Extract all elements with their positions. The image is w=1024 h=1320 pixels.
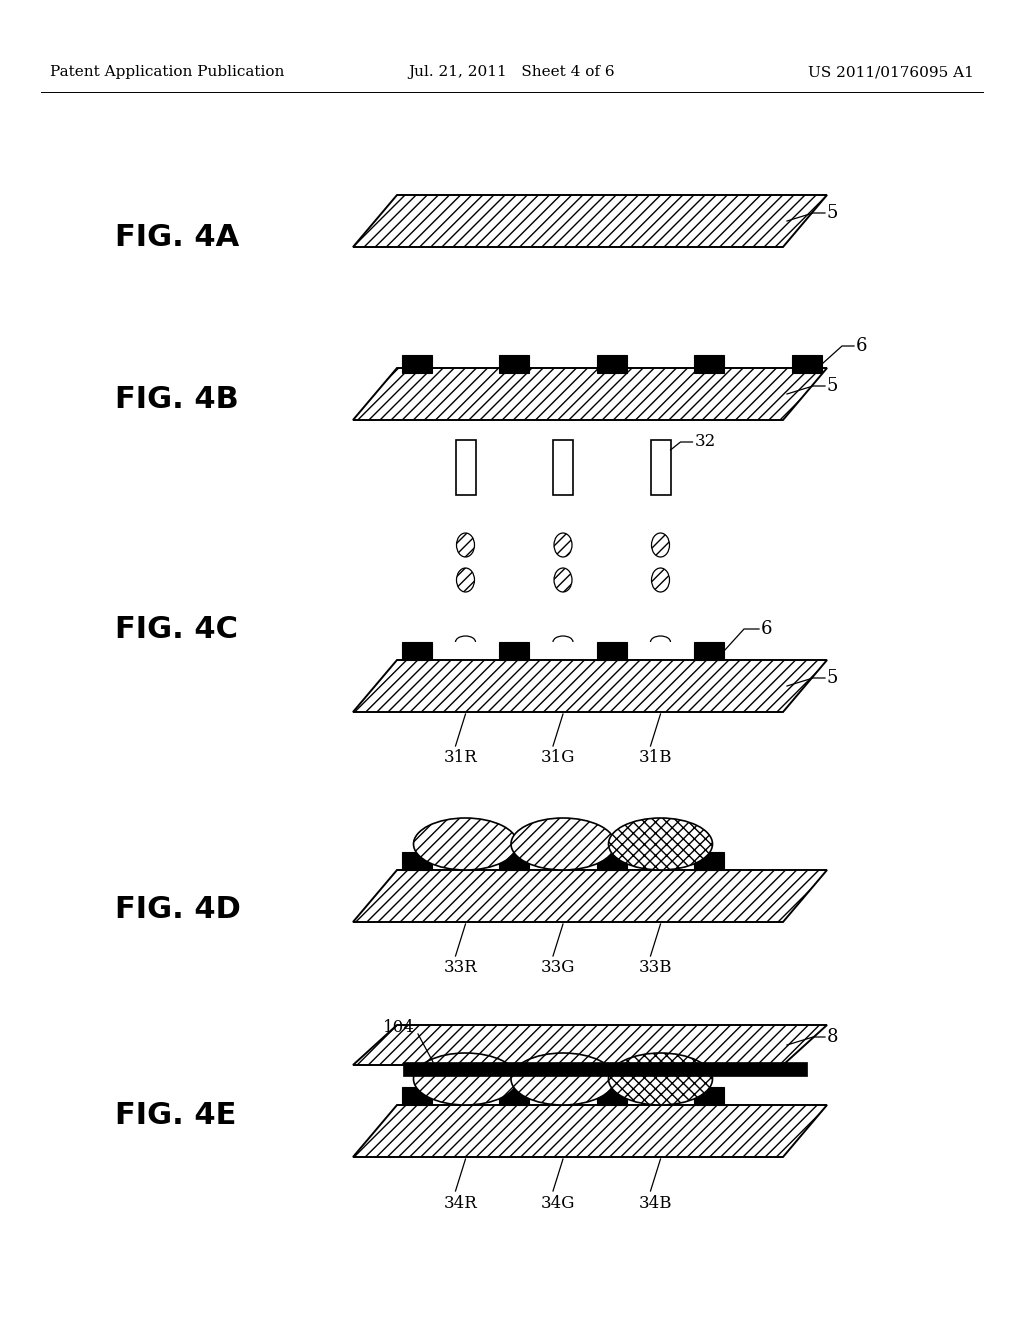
Ellipse shape: [457, 533, 474, 557]
Text: 6: 6: [856, 337, 867, 355]
Polygon shape: [353, 1026, 827, 1065]
Bar: [402, 1086, 432, 1105]
Polygon shape: [353, 368, 827, 420]
Ellipse shape: [457, 568, 474, 591]
Text: 34B: 34B: [639, 1195, 672, 1212]
Text: 34G: 34G: [541, 1195, 575, 1212]
Bar: [499, 1086, 529, 1105]
Polygon shape: [353, 1105, 827, 1158]
Ellipse shape: [511, 1053, 615, 1105]
Text: 31R: 31R: [443, 750, 477, 767]
Bar: [456, 440, 475, 495]
Text: 5: 5: [827, 669, 839, 686]
Bar: [650, 440, 671, 495]
Text: 5: 5: [827, 205, 839, 222]
Bar: [403, 1063, 807, 1076]
Ellipse shape: [554, 533, 572, 557]
Text: 5: 5: [827, 378, 839, 395]
Polygon shape: [353, 660, 827, 711]
Bar: [499, 355, 529, 374]
Ellipse shape: [608, 818, 713, 870]
Bar: [792, 355, 822, 374]
Text: Jul. 21, 2011   Sheet 4 of 6: Jul. 21, 2011 Sheet 4 of 6: [409, 65, 615, 79]
Bar: [694, 1086, 724, 1105]
Bar: [402, 851, 432, 870]
Bar: [694, 851, 724, 870]
Text: Patent Application Publication: Patent Application Publication: [50, 65, 285, 79]
Bar: [499, 642, 529, 660]
Ellipse shape: [414, 818, 517, 870]
Text: 31B: 31B: [639, 750, 672, 767]
Ellipse shape: [608, 1053, 713, 1105]
Bar: [597, 355, 627, 374]
Text: FIG. 4E: FIG. 4E: [115, 1101, 237, 1130]
Ellipse shape: [651, 568, 670, 591]
Bar: [597, 642, 627, 660]
Bar: [597, 1086, 627, 1105]
Bar: [553, 440, 573, 495]
Text: FIG. 4B: FIG. 4B: [115, 385, 239, 414]
Bar: [402, 355, 432, 374]
Text: 31G: 31G: [541, 750, 575, 767]
Bar: [597, 851, 627, 870]
Text: FIG. 4C: FIG. 4C: [115, 615, 238, 644]
Bar: [694, 355, 724, 374]
Text: 33B: 33B: [639, 960, 672, 977]
Text: 33G: 33G: [541, 960, 575, 977]
Bar: [694, 642, 724, 660]
Text: 33R: 33R: [443, 960, 477, 977]
Bar: [402, 642, 432, 660]
Bar: [499, 851, 529, 870]
Ellipse shape: [414, 1053, 517, 1105]
Text: 104: 104: [383, 1019, 415, 1035]
Ellipse shape: [651, 533, 670, 557]
Text: 34R: 34R: [443, 1195, 477, 1212]
Text: 8: 8: [827, 1028, 839, 1045]
Text: 6: 6: [761, 620, 772, 638]
Polygon shape: [353, 195, 827, 247]
Ellipse shape: [511, 818, 615, 870]
Text: FIG. 4A: FIG. 4A: [115, 223, 240, 252]
Text: 32: 32: [694, 433, 716, 450]
Text: US 2011/0176095 A1: US 2011/0176095 A1: [808, 65, 974, 79]
Text: FIG. 4D: FIG. 4D: [115, 895, 241, 924]
Ellipse shape: [554, 568, 572, 591]
Polygon shape: [353, 870, 827, 921]
